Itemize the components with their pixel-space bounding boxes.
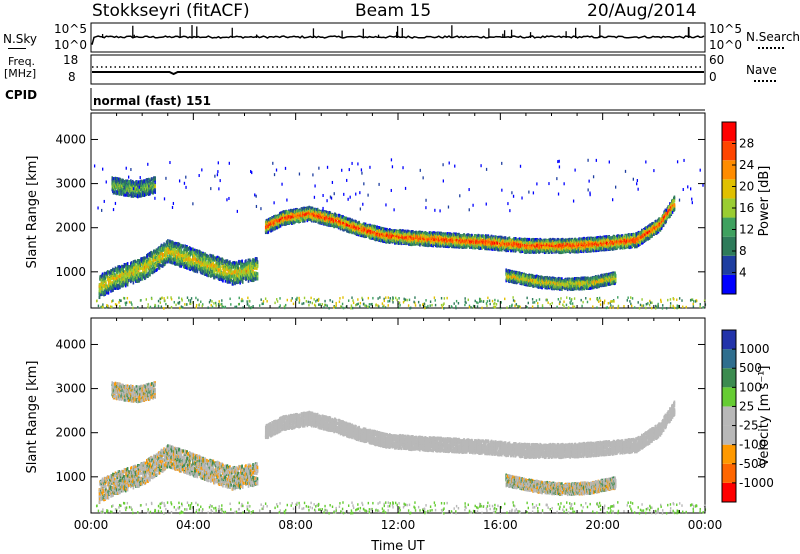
velocity-ylabel: Slant Range [km]: [25, 361, 40, 474]
x-axis-label: Time UT: [370, 539, 424, 554]
ytick-label: 2000: [55, 221, 86, 235]
freq-strip-frame: [91, 55, 705, 84]
ytick-label: 1000: [55, 470, 86, 484]
xtick-label: 08:00: [278, 518, 313, 532]
ytick-label: 1000: [55, 265, 86, 279]
xtick-label: 20:00: [585, 518, 620, 532]
colorbar-tick-label: 1000: [739, 342, 770, 356]
power-colorbar-label: Power [dB]: [757, 166, 772, 237]
colorbar-tick-label: 12: [739, 223, 754, 237]
colorbar-tick-label: -25: [739, 419, 759, 433]
xtick-label: 12:00: [381, 518, 416, 532]
ytick-label: 3000: [55, 177, 86, 191]
ytick-label: 4000: [55, 132, 86, 146]
colorbar-tick-label: 16: [739, 201, 754, 215]
freq-series: [92, 72, 704, 74]
xtick-label: 00:00: [74, 518, 109, 532]
colorbar-tick-label: 20: [739, 180, 754, 194]
power-ylabel: Slant Range [km]: [25, 156, 40, 269]
colorbar-tick-label: 24: [739, 158, 754, 172]
colorbar-tick-label: 8: [739, 244, 747, 258]
ytick-label: 2000: [55, 426, 86, 440]
colorbar-tick-label: 28: [739, 137, 754, 151]
xtick-label: 04:00: [176, 518, 211, 532]
colorbar-tick-label: -1000: [739, 476, 774, 490]
velocity-colorbar-label: Velocity [m s⁻¹]: [757, 366, 772, 467]
xtick-label: 00:00: [688, 518, 723, 532]
colorbar-tick-label: 4: [739, 266, 747, 280]
ytick-label: 3000: [55, 382, 86, 396]
xtick-label: 16:00: [483, 518, 518, 532]
power-colorbar: 4 8 12 16 20 24 28: [722, 122, 754, 294]
colorbar-tick-label: 25: [739, 399, 754, 413]
ytick-label: 4000: [55, 337, 86, 351]
